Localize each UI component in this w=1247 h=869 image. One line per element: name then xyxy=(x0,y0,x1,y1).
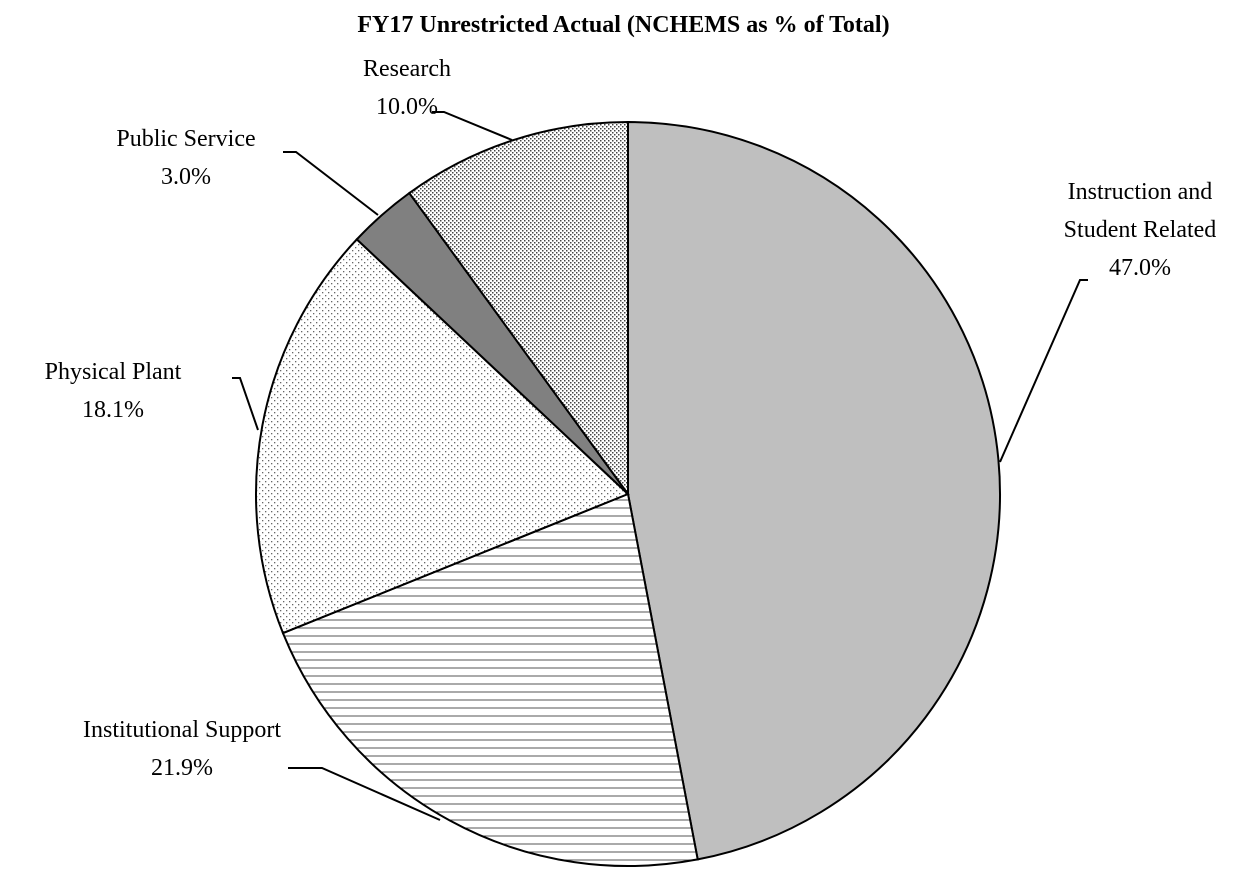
leader-line xyxy=(288,767,441,821)
leader-line xyxy=(432,111,513,141)
value-label: 47.0% xyxy=(1109,255,1171,281)
category-label: Institutional Support xyxy=(83,717,281,743)
leader-line xyxy=(232,377,259,431)
chart-title: FY17 Unrestricted Actual (NCHEMS as % of… xyxy=(357,12,890,38)
pie-slice xyxy=(281,492,699,867)
slice-label: Physical Plant 18.1% xyxy=(0,353,233,429)
category-label: Public Service xyxy=(116,126,256,152)
pie-slice xyxy=(255,237,630,635)
category-label: Research xyxy=(363,56,451,82)
pie-slice xyxy=(627,120,1001,861)
leader-line xyxy=(999,279,1088,463)
value-label: 10.0% xyxy=(376,94,438,120)
value-label: 18.1% xyxy=(82,397,144,423)
category-label: Instruction and Student Related xyxy=(1063,179,1217,243)
slice-label: Research 10.0% xyxy=(327,50,487,126)
category-label: Physical Plant xyxy=(44,359,182,385)
slice-label: Public Service 3.0% xyxy=(76,120,296,196)
slice-label: Institutional Support 21.9% xyxy=(32,711,332,787)
leader-line xyxy=(283,151,379,216)
value-label: 3.0% xyxy=(161,164,211,190)
slice-label: Instruction and Student Related 47.0% xyxy=(1035,173,1245,287)
value-label: 21.9% xyxy=(151,755,213,781)
pie-slice xyxy=(407,120,629,498)
